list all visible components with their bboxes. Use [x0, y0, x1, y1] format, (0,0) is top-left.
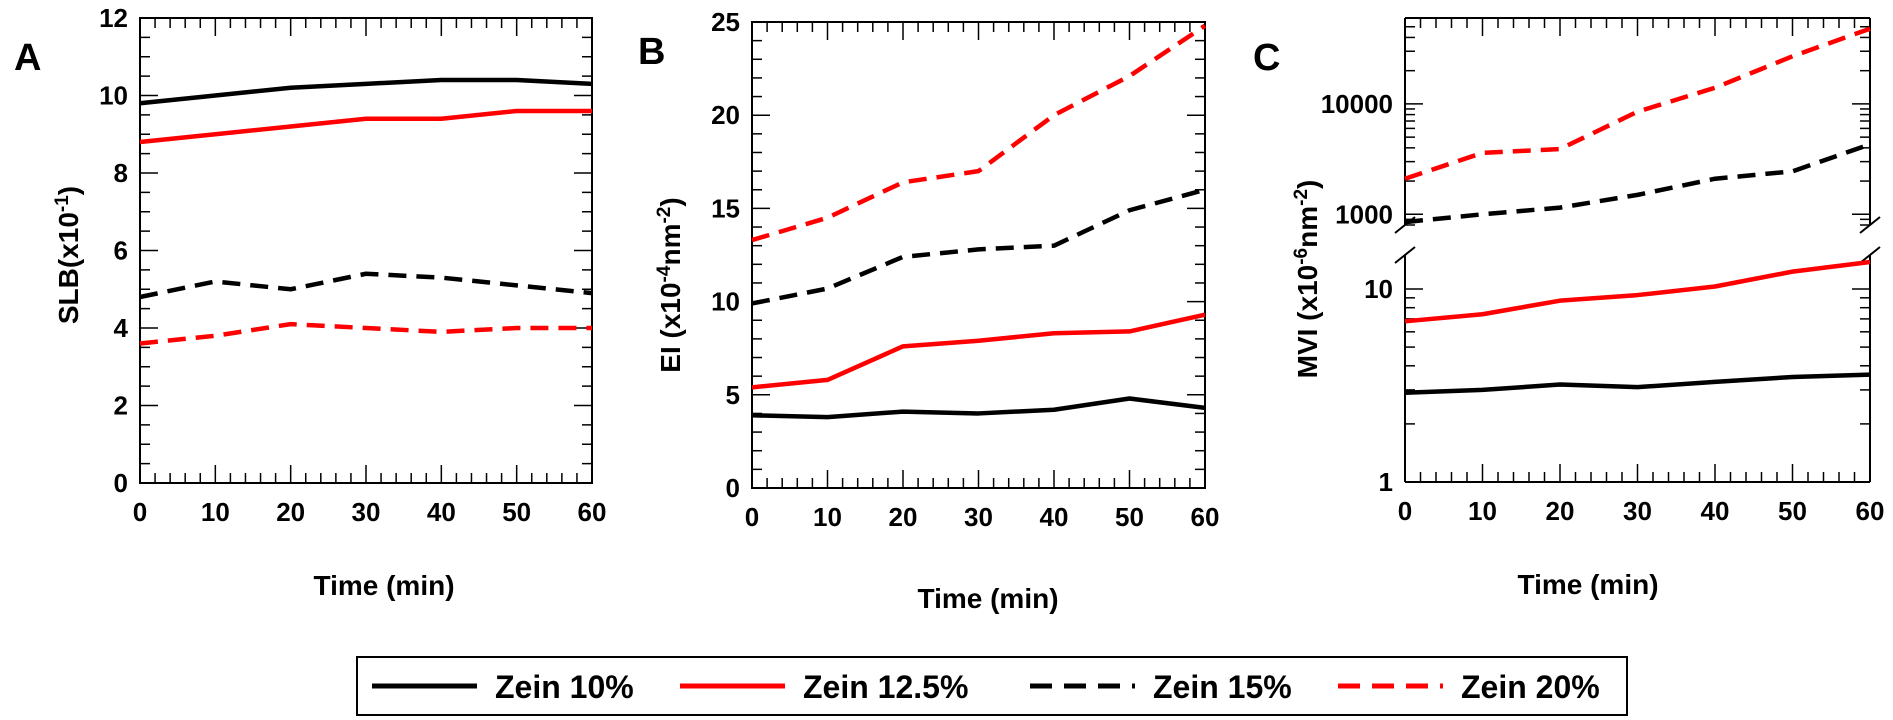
legend-item: Zein 12.5% [680, 669, 968, 705]
x-tick-label: 60 [578, 497, 607, 527]
x-tick-label: 50 [502, 497, 531, 527]
y-axis-title-superscript: -6 [1291, 248, 1312, 265]
x-tick-label: 60 [1191, 502, 1220, 532]
x-tick-label: 30 [1623, 496, 1652, 526]
series-line-zein-10- [139, 77, 593, 106]
x-tick-label: 10 [1468, 496, 1497, 526]
y-axis-title-part: EI (x10 [655, 282, 686, 372]
legend-label: Zein 12.5% [803, 669, 968, 705]
y-tick-label: 0 [114, 468, 128, 498]
x-tick-label: 20 [889, 502, 918, 532]
x-tick-label: 50 [1115, 502, 1144, 532]
x-tick-label: 10 [813, 502, 842, 532]
x-axis-title: Time (min) [1517, 569, 1658, 600]
x-tick-label: 60 [1856, 496, 1885, 526]
x-tick-label: 0 [1398, 496, 1412, 526]
panel-b: B 0 5 10 15 20 25 0 10 20 30 40 50 60 Time (min) EI (x1… [638, 7, 1219, 614]
x-tick-label: 20 [1546, 496, 1575, 526]
axis-break-mark [1859, 246, 1881, 264]
series-line-zein-15- [751, 187, 1206, 306]
series-line-zein-12-5- [1404, 259, 1871, 324]
y-tick-label: 25 [711, 7, 740, 37]
x-axis-title: Time (min) [917, 583, 1058, 614]
legend-label: Zein 10% [495, 669, 634, 705]
series-line-zein-20- [1404, 26, 1871, 181]
y-axis-title-part: ) [53, 186, 84, 195]
series-line-zein-12-5- [139, 108, 592, 145]
series-line-zein-20- [139, 321, 592, 346]
series-line-zein-10- [1404, 372, 1871, 396]
x-tick-label: 20 [276, 497, 305, 527]
y-axis-title-part: nm [1292, 206, 1323, 248]
plot-frame [139, 17, 593, 484]
y-tick-label: 12 [99, 3, 128, 33]
y-axis-title: SLB(x10-1) [52, 186, 85, 324]
x-tick-label: 50 [1778, 496, 1807, 526]
y-tick-label: 10 [1364, 274, 1393, 304]
panel-letter: A [14, 37, 41, 79]
legend-item: Zein 10% [372, 669, 634, 705]
y-tick-label: 5 [726, 380, 740, 410]
panel-letter: C [1253, 37, 1280, 79]
y-tick-label: 8 [114, 158, 128, 188]
x-tick-label: 10 [201, 497, 230, 527]
x-tick-label: 30 [964, 502, 993, 532]
x-tick-label: 40 [427, 497, 456, 527]
x-tick-label: 30 [352, 497, 381, 527]
series-line-zein-10- [751, 396, 1206, 420]
axis-break-mark [1394, 246, 1416, 264]
panel-c: C 1 10 1000 10000 0 10 20 30 40 50 60 Time (min) MVI … [1253, 17, 1885, 600]
y-axis-title-superscript: -2 [654, 207, 675, 224]
y-axis-title-part: ) [655, 197, 686, 206]
x-tick-label: 0 [133, 497, 147, 527]
y-tick-label: 0 [726, 473, 740, 503]
panel-a: A 0 2 4 6 8 10 12 0 10 20 30 40 50 60 Time (min) SLB(x10… [14, 3, 606, 601]
legend: Zein 10% Zein 12.5% Zein 15% Zein 20% [356, 656, 1628, 716]
legend-label: Zein 20% [1461, 669, 1600, 705]
y-tick-label: 1 [1379, 467, 1393, 497]
y-tick-label: 10 [711, 287, 740, 317]
series-line-zein-20- [751, 23, 1207, 243]
y-axis-title-superscript: -4 [654, 265, 675, 282]
y-axis-title-part: nm [655, 224, 686, 266]
y-tick-label: 10000 [1321, 89, 1393, 119]
y-tick-label: 6 [114, 236, 128, 266]
y-tick-label: 15 [711, 193, 740, 223]
legend-frame [356, 656, 1628, 716]
y-axis-title: EI (x10-4nm-2) [654, 197, 687, 372]
y-tick-label: 1000 [1335, 199, 1393, 229]
series-line-zein-12-5- [751, 312, 1206, 390]
legend-item: Zein 20% [1338, 669, 1600, 705]
x-tick-label: 0 [745, 502, 759, 532]
y-axis-title-superscript: -1 [52, 195, 73, 212]
legend-item: Zein 15% [1030, 669, 1292, 705]
y-axis-title-part: MVI (x10 [1292, 265, 1323, 379]
x-tick-label: 40 [1040, 502, 1069, 532]
panel-letter: B [638, 31, 665, 73]
y-tick-label: 4 [114, 313, 129, 343]
y-tick-label: 10 [99, 81, 128, 111]
y-axis-title-part: SLB(x10 [53, 212, 84, 324]
x-tick-label: 40 [1701, 496, 1730, 526]
y-tick-label: 20 [711, 100, 740, 130]
x-axis-title: Time (min) [313, 570, 454, 601]
y-axis-title-superscript: -2 [1291, 189, 1312, 206]
series-line-zein-15- [139, 271, 593, 300]
series-line-zein-15- [1404, 142, 1871, 225]
y-axis-title: MVI (x10-6nm-2) [1291, 180, 1324, 379]
y-axis-title-part: ) [1292, 180, 1323, 189]
y-tick-label: 2 [114, 391, 128, 421]
legend-label: Zein 15% [1153, 669, 1292, 705]
